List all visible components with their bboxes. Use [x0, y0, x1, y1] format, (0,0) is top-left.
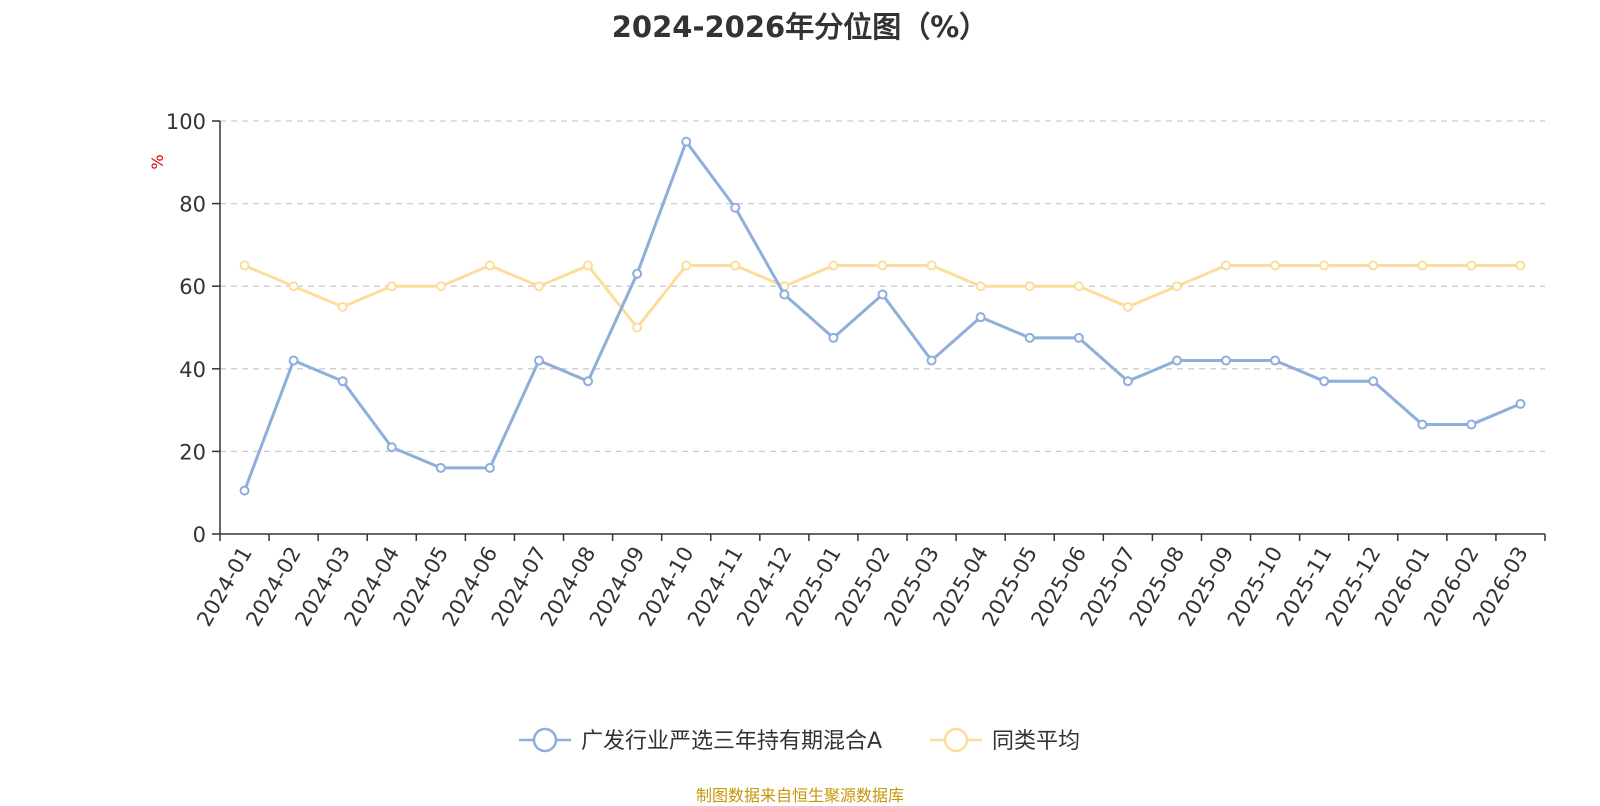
- data-point: [1171, 281, 1182, 292]
- data-point: [288, 355, 299, 366]
- legend-marker: [943, 727, 969, 753]
- y-tick-label: 0: [193, 523, 206, 547]
- data-point: [681, 260, 692, 271]
- data-point: [337, 301, 348, 312]
- y-axis-ticks: 0 20 40 60 80 100: [166, 110, 220, 547]
- y-tick-label: 20: [179, 440, 206, 464]
- data-point: [926, 260, 937, 271]
- data-point: [386, 442, 397, 453]
- y-tick-label: 100: [166, 110, 206, 134]
- data-point: [730, 260, 741, 271]
- data-point: [632, 322, 643, 333]
- data-point: [1221, 355, 1232, 366]
- data-point: [1368, 260, 1379, 271]
- data-point: [1515, 260, 1526, 271]
- legend: 广发行业严选三年持有期混合A 同类平均: [519, 727, 1080, 754]
- legend-label: 同类平均: [992, 729, 1080, 754]
- series-1: [239, 260, 1526, 333]
- data-point: [1221, 260, 1232, 271]
- data-point: [583, 260, 594, 271]
- data-point: [877, 289, 888, 300]
- data-point: [1319, 376, 1330, 387]
- legend-label: 广发行业严选三年持有期混合A: [581, 729, 882, 754]
- data-point: [828, 260, 839, 271]
- data-point: [484, 260, 495, 271]
- data-point: [386, 281, 397, 292]
- data-point: [583, 376, 594, 387]
- data-point: [1515, 398, 1526, 409]
- data-point: [1270, 355, 1281, 366]
- data-point: [681, 136, 692, 147]
- data-point: [1270, 260, 1281, 271]
- y-tick-label: 60: [179, 275, 206, 299]
- data-point: [1368, 376, 1379, 387]
- axes: [219, 121, 1545, 535]
- data-point: [239, 485, 250, 496]
- y-tick-label: 40: [179, 358, 206, 382]
- data-point: [1417, 419, 1428, 430]
- data-point: [1319, 260, 1330, 271]
- data-point: [975, 312, 986, 323]
- data-point: [779, 289, 790, 300]
- chart-title: 2024-2026年分位图（%）: [611, 10, 989, 44]
- data-point: [632, 268, 643, 279]
- data-point: [435, 462, 446, 473]
- legend-item-1: 同类平均: [930, 727, 1080, 754]
- data-point: [288, 281, 299, 292]
- data-point: [975, 281, 986, 292]
- data-point: [484, 462, 495, 473]
- series-line: [243, 140, 1522, 492]
- data-point: [533, 355, 544, 366]
- data-point: [239, 260, 250, 271]
- data-point: [1466, 260, 1477, 271]
- data-point: [1122, 301, 1133, 312]
- data-point: [1073, 332, 1084, 343]
- data-point: [1122, 376, 1133, 387]
- data-point: [926, 355, 937, 366]
- data-point: [435, 281, 446, 292]
- data-point: [1024, 281, 1035, 292]
- data-point: [1073, 281, 1084, 292]
- legend-marker: [532, 727, 558, 753]
- x-axis-ticks: 2024-012024-022024-032024-042024-052024-…: [192, 534, 1546, 630]
- data-point: [730, 202, 741, 213]
- data-point: [1466, 419, 1477, 430]
- series-lines: [239, 136, 1526, 496]
- y-axis-label: %: [148, 154, 167, 169]
- legend-item-0: 广发行业严选三年持有期混合A: [519, 727, 882, 754]
- y-tick-label: 80: [179, 193, 206, 217]
- data-point: [828, 332, 839, 343]
- data-point: [1417, 260, 1428, 271]
- data-point: [533, 281, 544, 292]
- data-source-note: 制图数据来自恒生聚源数据库: [695, 786, 904, 805]
- series-0: [239, 136, 1526, 496]
- data-point: [1024, 332, 1035, 343]
- data-point: [877, 260, 888, 271]
- data-point: [1171, 355, 1182, 366]
- data-point: [337, 376, 348, 387]
